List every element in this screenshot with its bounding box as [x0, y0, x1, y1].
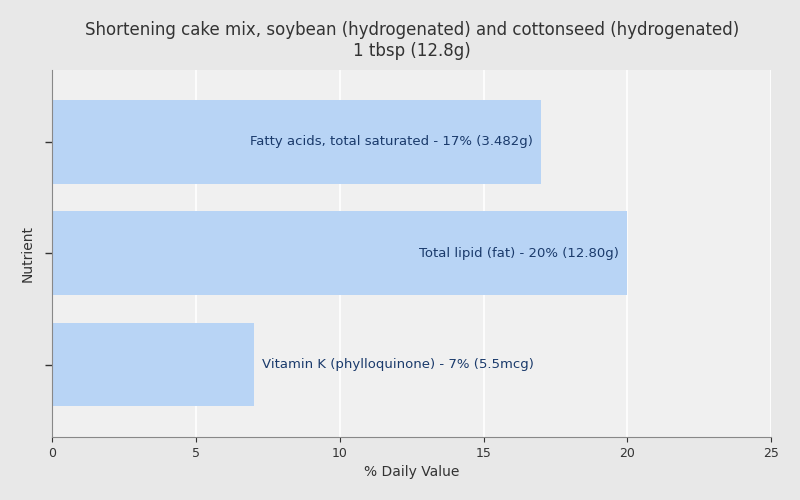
Text: Fatty acids, total saturated - 17% (3.482g): Fatty acids, total saturated - 17% (3.48… [250, 136, 533, 148]
Y-axis label: Nutrient: Nutrient [21, 224, 35, 281]
Bar [52, 212, 627, 295]
Bar [52, 100, 541, 184]
X-axis label: % Daily Value: % Daily Value [364, 465, 459, 479]
Title: Shortening cake mix, soybean (hydrogenated) and cottonseed (hydrogenated)
1 tbsp: Shortening cake mix, soybean (hydrogenat… [85, 21, 739, 59]
Text: Total lipid (fat) - 20% (12.80g): Total lipid (fat) - 20% (12.80g) [419, 246, 618, 260]
Text: Vitamin K (phylloquinone) - 7% (5.5mcg): Vitamin K (phylloquinone) - 7% (5.5mcg) [262, 358, 534, 371]
Bar [52, 323, 254, 406]
